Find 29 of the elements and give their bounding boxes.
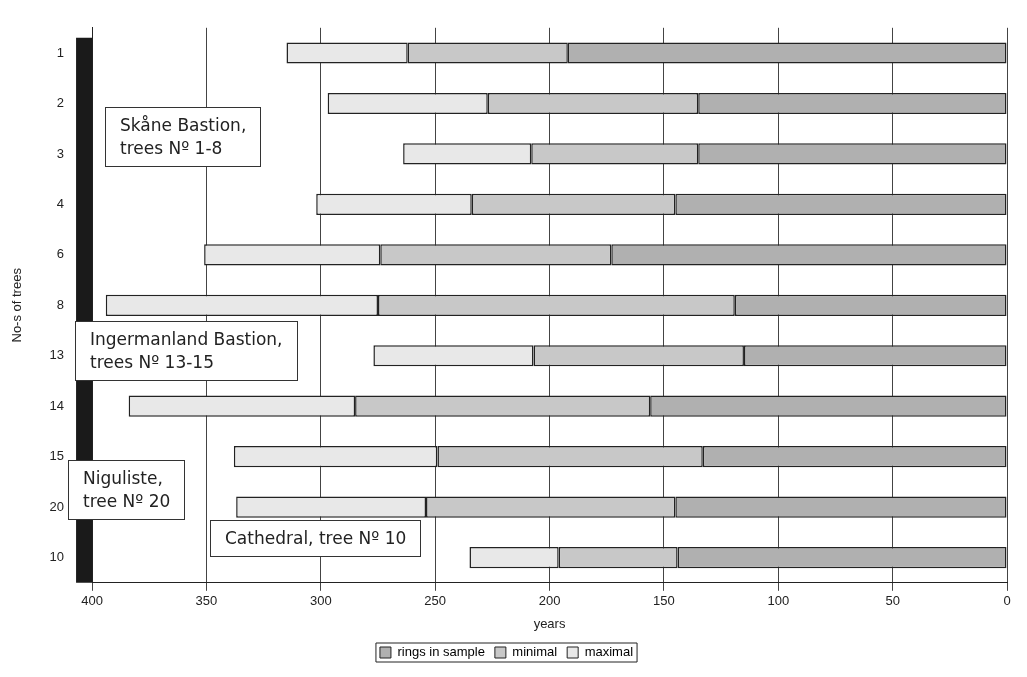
x-tick-label: 100 bbox=[767, 593, 790, 609]
x-tick-label: 300 bbox=[309, 593, 332, 609]
annotation: Skåne Bastion, trees Nº 1-8 bbox=[120, 114, 247, 158]
x-tick-label: 250 bbox=[424, 593, 447, 609]
y-tick-label: 14 bbox=[49, 397, 65, 413]
x-tick-label: 200 bbox=[538, 593, 561, 609]
y-tick-label: 13 bbox=[49, 347, 65, 363]
x-axis-title: years bbox=[533, 615, 566, 631]
x-tick-label: 400 bbox=[81, 593, 103, 609]
y-tick-label: 1 bbox=[56, 44, 65, 60]
x-tick-label: 150 bbox=[653, 593, 675, 609]
y-tick-label: 4 bbox=[56, 195, 65, 211]
x-tick-label: 50 bbox=[885, 593, 900, 609]
y-tick-label: 3 bbox=[56, 145, 65, 161]
legend-label: rings in sample bbox=[397, 644, 485, 660]
y-tick-label: 2 bbox=[56, 95, 65, 111]
annotation: Niguliste, tree Nº 20 bbox=[83, 467, 171, 511]
y-tick-label: 10 bbox=[49, 549, 65, 565]
y-tick-label: 15 bbox=[49, 448, 65, 464]
x-tick-label: 0 bbox=[1003, 593, 1011, 609]
y-tick-label: 8 bbox=[56, 296, 65, 312]
legend-label: maximal bbox=[584, 644, 634, 660]
legend-label: minimal bbox=[512, 644, 558, 660]
x-tick-label: 350 bbox=[195, 593, 218, 609]
y-tick-label: 6 bbox=[56, 246, 65, 262]
y-tick-label: 20 bbox=[49, 498, 65, 514]
annotation: Cathedral, tree Nº 10 bbox=[225, 528, 407, 549]
y-axis-title: No-s of trees bbox=[9, 267, 25, 343]
annotation: Ingermanland Bastion, trees Nº 13-15 bbox=[90, 329, 283, 373]
